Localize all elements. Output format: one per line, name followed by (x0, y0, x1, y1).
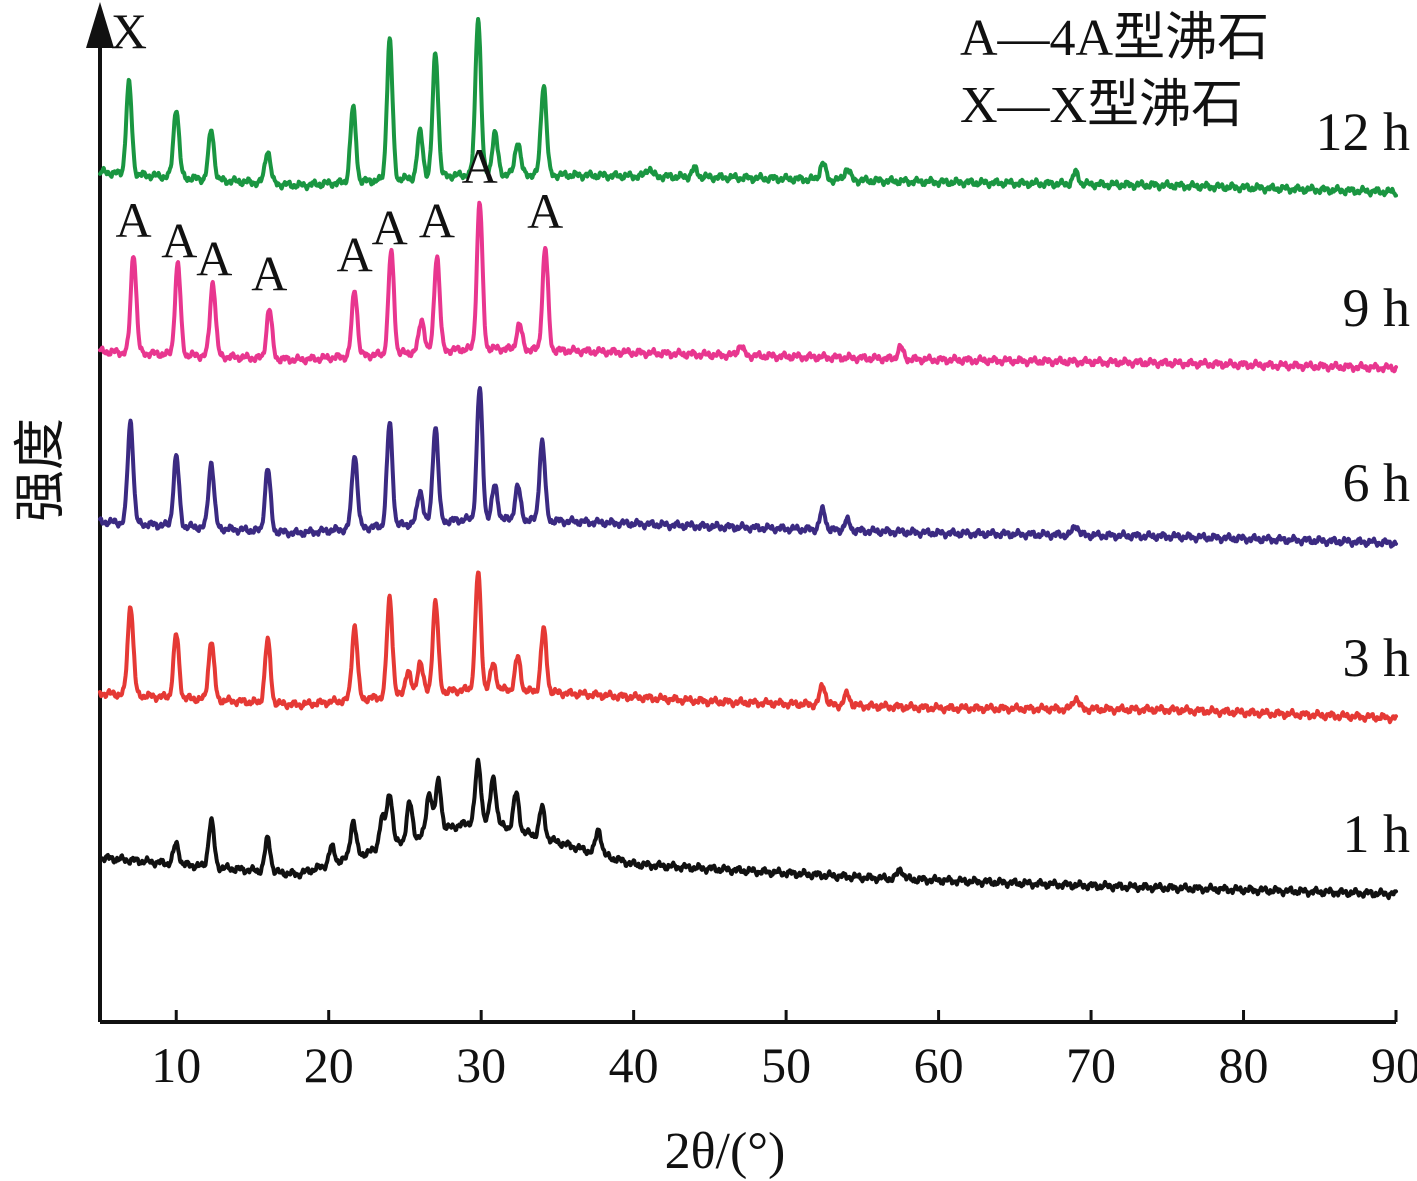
labels-layer: 12 h 9 h 6 h 3 h 1 h (1316, 102, 1411, 864)
legend-entry-a: A—4A型沸石 (960, 10, 1269, 67)
ticks-layer: 10 20 30 40 50 60 70 80 90 (151, 1010, 1417, 1093)
series-line-3h (98, 570, 1398, 725)
x-tick-label: 10 (151, 1037, 201, 1093)
x-tick-label: 80 (1219, 1037, 1269, 1093)
legend-entry-x: X—X型沸石 (960, 77, 1243, 134)
peak-marker-a: A (527, 183, 563, 239)
series-label: 9 h (1343, 278, 1411, 338)
peak-marker-a: A (115, 192, 151, 248)
peak-marker-a: A (196, 231, 232, 287)
y-axis-label: 强度 (13, 418, 70, 522)
x-tick-label: 50 (761, 1037, 811, 1093)
y-axis-arrow-icon (86, 2, 114, 48)
series-line-9h (98, 200, 1398, 374)
peak-marker-x: X (111, 3, 147, 59)
peak-marker-a: A (251, 245, 287, 301)
peak-marker-a: A (419, 192, 455, 248)
peak-marker-a: A (372, 200, 408, 256)
series-line-12h (98, 17, 1398, 198)
x-tick-label: 70 (1066, 1037, 1116, 1093)
x-tick-label: 20 (304, 1037, 354, 1093)
series-label: 1 h (1343, 804, 1411, 864)
series-label: 12 h (1316, 102, 1411, 162)
series-label: 6 h (1343, 453, 1411, 513)
series-layer (98, 17, 1398, 901)
x-tick-label: 30 (456, 1037, 506, 1093)
markers-layer: XA AA A AA AAA (111, 3, 563, 301)
peak-marker-a: A (337, 226, 373, 282)
x-axis-label: 2θ/(°) (665, 1123, 786, 1180)
series-line-6h (98, 386, 1398, 549)
series-line-1h (98, 757, 1398, 901)
x-tick-label: 40 (609, 1037, 659, 1093)
x-tick-label: 90 (1371, 1037, 1417, 1093)
series-label: 3 h (1343, 628, 1411, 688)
peak-marker-a: A (161, 213, 197, 269)
x-tick-label: 60 (914, 1037, 964, 1093)
peak-marker-a: A (462, 138, 498, 194)
